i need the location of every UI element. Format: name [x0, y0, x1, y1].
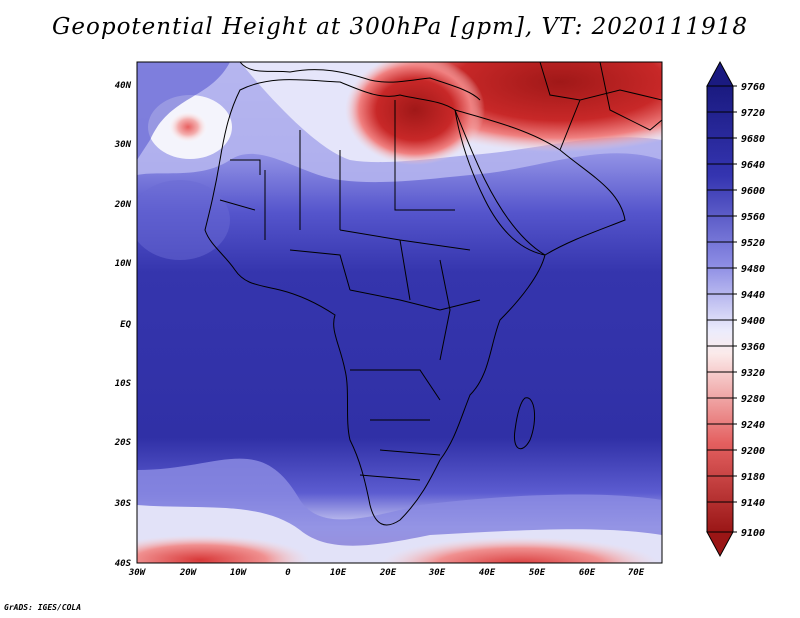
x-tick-20w: 20W — [179, 568, 198, 578]
colorbar-label: 9600 — [741, 186, 765, 197]
y-tick-10n: 10N — [115, 259, 132, 269]
colorbar-label: 9640 — [741, 160, 765, 171]
footer-credit: GrADS: IGES/COLA — [4, 603, 82, 612]
y-tick-10s: 10S — [115, 379, 132, 389]
y-tick-40n: 40N — [115, 81, 132, 91]
colorbar-label: 9100 — [741, 528, 765, 539]
coastlines — [204, 62, 662, 526]
x-tick-40e: 40E — [479, 568, 496, 578]
x-tick-10w: 10W — [230, 568, 248, 578]
colorbar-bottom-arrow — [706, 531, 734, 558]
y-axis: 40N 30N 20N 10N EQ 10S 20S 30S 40S — [114, 81, 132, 569]
colorbar-label: 9760 — [741, 82, 765, 93]
height-field — [137, 62, 662, 563]
colorbar-label: 9520 — [741, 238, 765, 249]
colorbar-label: 9720 — [741, 108, 765, 119]
colorbar-label: 9280 — [741, 394, 765, 405]
colorbar-bar — [706, 85, 734, 533]
colorbar-label: 9180 — [741, 472, 765, 483]
map-title: Geopotential Height at 300hPa [gpm], VT:… — [52, 14, 748, 40]
colorbar-label: 9360 — [741, 342, 765, 353]
colorbar-label: 9680 — [741, 134, 765, 145]
y-tick-20s: 20S — [114, 438, 132, 448]
x-tick-0: 0 — [285, 568, 291, 578]
colorbar-ticks — [707, 85, 737, 533]
x-axis: 30W 20W 10W 0 10E 20E 30E 40E 50E 60E 70… — [128, 568, 645, 578]
colorbar-label: 9440 — [741, 290, 765, 301]
map-frame — [136, 61, 663, 564]
x-tick-30w: 30W — [128, 568, 147, 578]
y-tick-40s: 40S — [115, 559, 132, 569]
y-tick-30n: 30N — [114, 140, 132, 150]
colorbar: 9760 9720 9680 9640 9600 9560 9520 9480 … — [706, 60, 765, 558]
y-tick-eq: EQ — [120, 320, 131, 330]
x-tick-50e: 50E — [529, 568, 546, 578]
colorbar-label: 9140 — [741, 498, 765, 509]
colorbar-label: 9200 — [741, 446, 765, 457]
x-tick-70e: 70E — [628, 568, 645, 578]
x-tick-10e: 10E — [330, 568, 347, 578]
x-tick-20e: 20E — [379, 568, 397, 578]
colorbar-label: 9480 — [741, 264, 765, 275]
colorbar-label: 9400 — [741, 316, 765, 327]
x-tick-60e: 60E — [579, 568, 596, 578]
x-tick-30e: 30E — [428, 568, 446, 578]
colorbar-top-arrow — [706, 60, 734, 87]
y-tick-20n: 20N — [114, 200, 132, 210]
y-tick-30s: 30S — [114, 499, 132, 509]
colorbar-label: 9560 — [741, 212, 765, 223]
colorbar-label: 9240 — [741, 420, 765, 431]
colorbar-label: 9320 — [741, 368, 765, 379]
